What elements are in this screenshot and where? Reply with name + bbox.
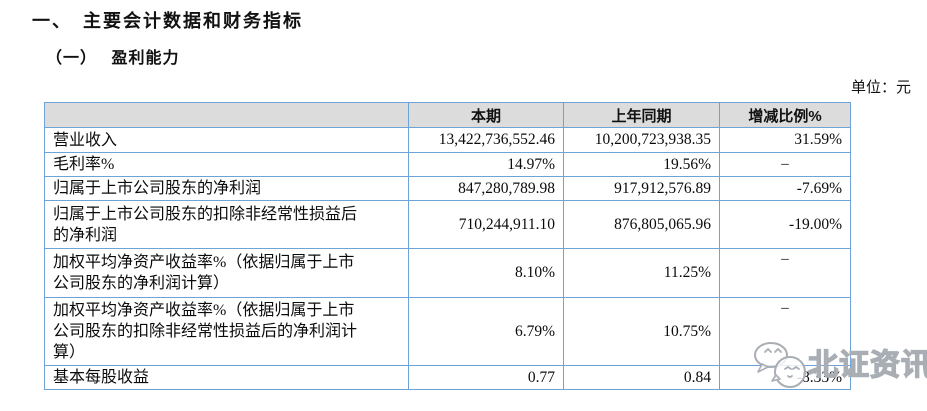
row-label-cell: 归属于上市公司股东的净利润 xyxy=(44,176,409,201)
row-label-cell-text: 加权平均净资产收益率%（依据归属于上市公司股东的净利润计算） xyxy=(53,254,355,292)
unit-label: 单位：元 xyxy=(850,80,911,96)
section-title: 一、 主要会计数据和财务指标 xyxy=(32,11,303,31)
table-row: 营业收入 13,422,736,552.46 10,200,723,938.35 31… xyxy=(44,127,851,153)
prior-period-cell-text: 11.25% xyxy=(663,264,711,281)
prior-period-cell: 0.84 xyxy=(563,365,720,390)
prior-period-cell-text: 19.56% xyxy=(663,155,711,173)
change-ratio-cell-text: – xyxy=(781,156,789,172)
prior-period-cell: 10.75% xyxy=(563,297,720,366)
prior-period-cell: 10,200,723,938.35 xyxy=(563,127,720,153)
row-label-cell: 营业收入 xyxy=(44,127,409,153)
financial-table-body: 营业收入 13,422,736,552.46 10,200,723,938.35 31… xyxy=(44,127,851,390)
table-row: 加权平均净资产收益率%（依据归属于上市公司股东的净利润计算） 8.10% 11.25… xyxy=(44,248,851,298)
current-period-cell-text: 0.77 xyxy=(527,368,555,386)
table-row: 基本每股收益 0.77 0.84 -8.33% xyxy=(44,365,851,390)
row-label-cell: 加权平均净资产收益率%（依据归属于上市公司股东的净利润计算） xyxy=(44,248,409,298)
prior-period-cell: 19.56% xyxy=(563,152,720,177)
financial-indicators-table: 本期 上年同期 增减比例% 营业收入 13,422,736,552.46 10,20… xyxy=(44,102,851,390)
row-label-cell-text: 基本每股收益 xyxy=(53,369,150,386)
change-ratio-cell: – xyxy=(719,297,851,366)
table-row: 毛利率% 14.97% 19.56% – xyxy=(44,152,851,177)
current-period-cell-text: 14.97% xyxy=(507,155,555,173)
current-period-cell: 6.79% xyxy=(408,297,564,366)
current-period-cell-text: 13,422,736,552.46 xyxy=(438,131,555,148)
subsection-title: （一） 盈利能力 xyxy=(46,50,180,67)
table-header-row: 本期 上年同期 增减比例% xyxy=(44,102,851,128)
change-ratio-cell: -7.69% xyxy=(719,176,851,201)
change-ratio-cell-text: 31.59% xyxy=(794,131,842,148)
current-period-cell: 710,244,911.10 xyxy=(408,200,564,249)
prior-period-cell: 917,912,576.89 xyxy=(563,176,720,201)
row-label-cell-text: 毛利率% xyxy=(53,156,115,173)
change-ratio-cell-text: – xyxy=(781,300,789,316)
prior-period-cell: 11.25% xyxy=(563,248,720,298)
prior-period-cell: 876,805,065.96 xyxy=(563,200,720,249)
change-ratio-cell-text: -19.00% xyxy=(789,215,842,233)
row-label-cell-text: 归属于上市公司股东的净利润 xyxy=(53,180,262,197)
table-row: 归属于上市公司股东的扣除非经常性损益后的净利润 710,244,911.10 876… xyxy=(44,200,851,249)
change-ratio-cell: -19.00% xyxy=(719,200,851,249)
table-row: 加权平均净资产收益率%（依据归属于上市公司股东的扣除非经常性损益后的净利润计算）… xyxy=(44,297,851,366)
row-label-cell: 归属于上市公司股东的扣除非经常性损益后的净利润 xyxy=(44,200,409,249)
row-label-cell-text: 营业收入 xyxy=(53,131,118,149)
current-period-cell: 0.77 xyxy=(408,365,564,390)
change-ratio-cell-text: -7.69% xyxy=(796,179,842,197)
prior-period-cell-text: 0.84 xyxy=(683,368,711,386)
current-period-cell-text: 847,280,789.98 xyxy=(458,179,555,197)
header-change-ratio: 增减比例% xyxy=(719,102,851,128)
row-label-cell-text: 加权平均净资产收益率%（依据归属于上市公司股东的扣除非经常性损益后的净利润计算） xyxy=(53,302,358,361)
row-label-cell: 毛利率% xyxy=(44,152,409,177)
change-ratio-cell-text: – xyxy=(781,251,789,267)
header-current-period: 本期 xyxy=(408,102,564,128)
prior-period-cell-text: 10,200,723,938.35 xyxy=(594,131,711,148)
current-period-cell: 13,422,736,552.46 xyxy=(408,127,564,153)
header-blank-cell xyxy=(44,102,409,128)
current-period-cell: 847,280,789.98 xyxy=(408,176,564,201)
current-period-cell: 8.10% xyxy=(408,248,564,298)
current-period-cell-text: 8.10% xyxy=(514,264,555,281)
change-ratio-cell: – xyxy=(719,248,851,298)
change-ratio-cell-text: -8.33% xyxy=(796,368,842,386)
row-label-cell-text: 归属于上市公司股东的扣除非经常性损益后的净利润 xyxy=(53,205,358,244)
change-ratio-cell: – xyxy=(719,152,851,177)
prior-period-cell-text: 876,805,065.96 xyxy=(614,215,711,233)
current-period-cell-text: 710,244,911.10 xyxy=(458,215,555,233)
table-row: 归属于上市公司股东的净利润 847,280,789.98 917,912,576.8… xyxy=(44,176,851,201)
header-prior-period: 上年同期 xyxy=(563,102,720,128)
row-label-cell: 基本每股收益 xyxy=(44,365,409,390)
prior-period-cell-text: 10.75% xyxy=(663,322,711,340)
current-period-cell-text: 6.79% xyxy=(514,322,555,340)
change-ratio-cell: 31.59% xyxy=(719,127,851,153)
change-ratio-cell: -8.33% xyxy=(719,365,851,390)
row-label-cell: 加权平均净资产收益率%（依据归属于上市公司股东的扣除非经常性损益后的净利润计算） xyxy=(44,297,409,366)
prior-period-cell-text: 917,912,576.89 xyxy=(614,179,711,197)
current-period-cell: 14.97% xyxy=(408,152,564,177)
